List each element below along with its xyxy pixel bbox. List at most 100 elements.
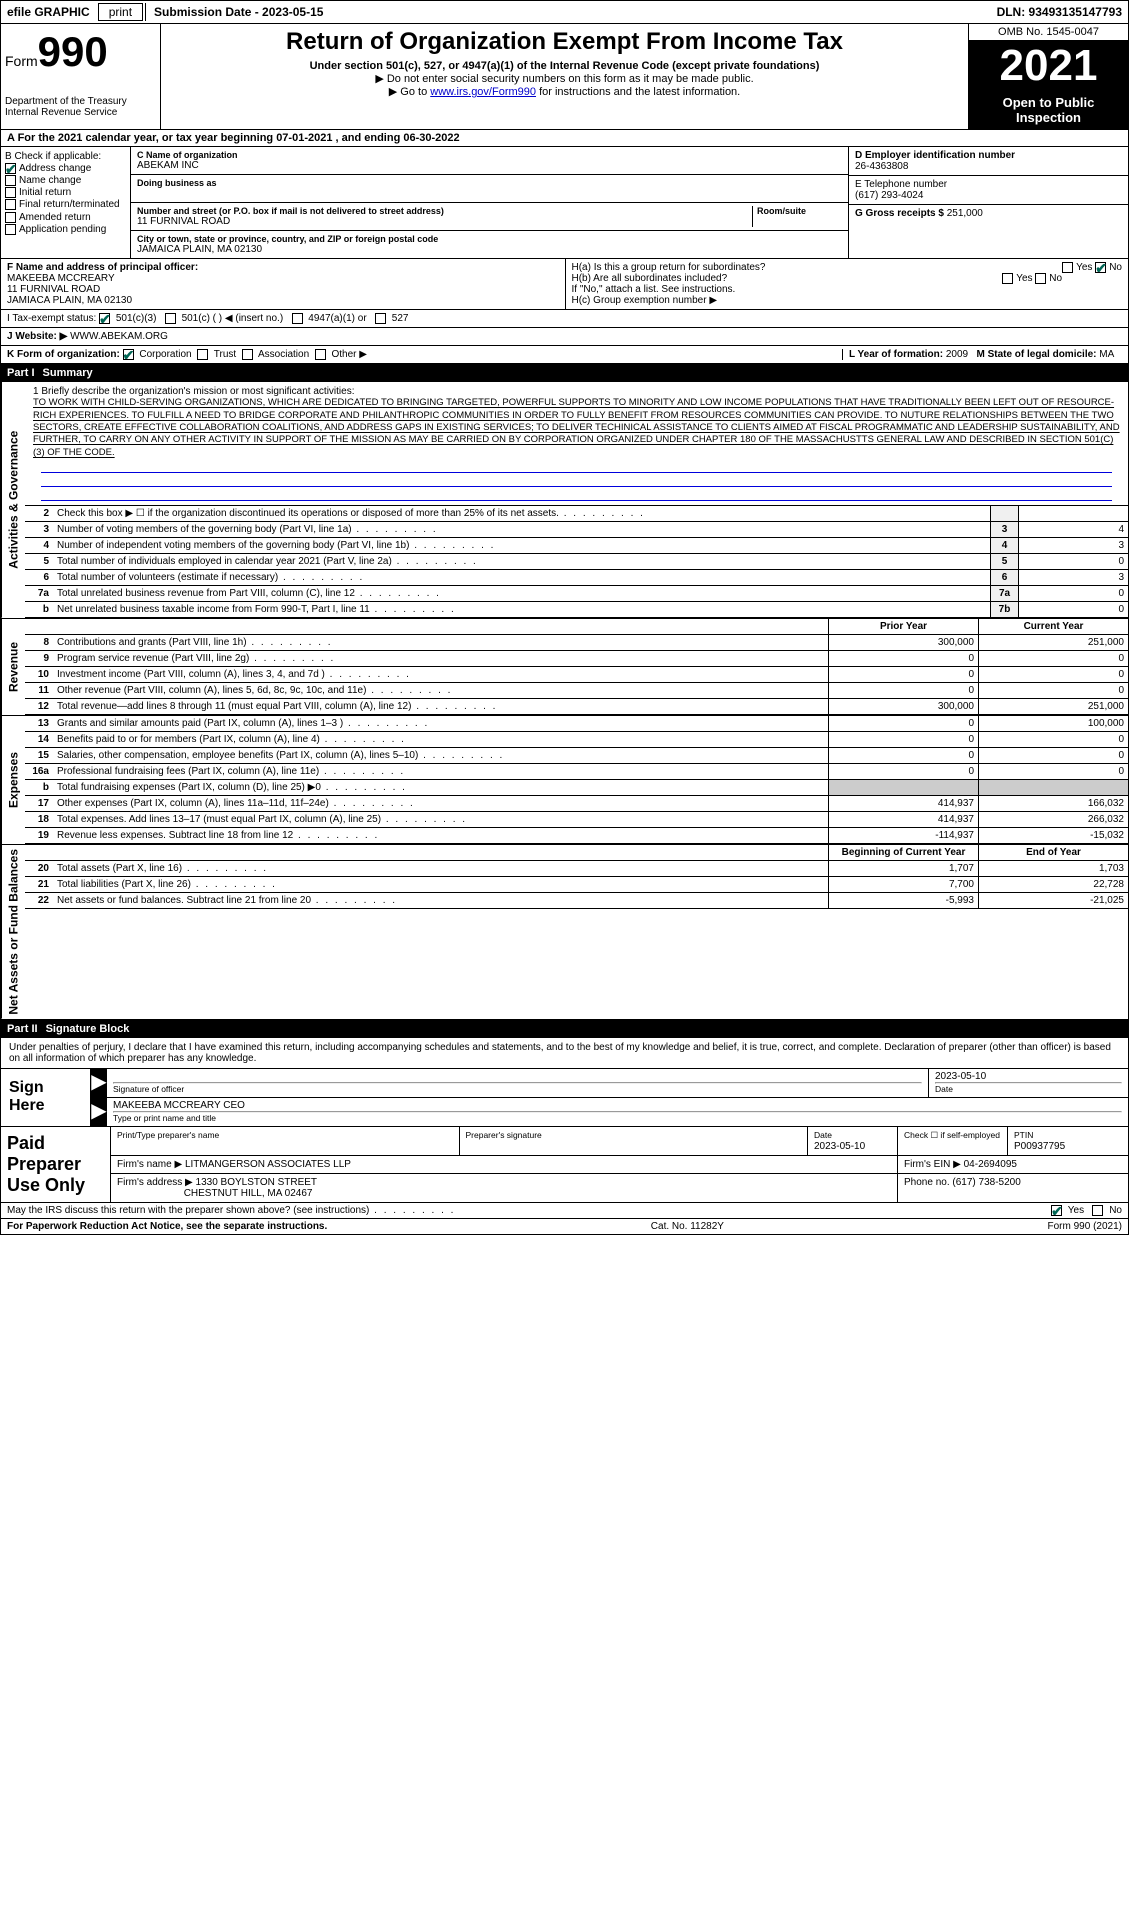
net-header-row: Beginning of Current Year End of Year [25, 845, 1128, 861]
firm-ein: 04-2694095 [964, 1159, 1017, 1170]
ptin-label: PTIN [1014, 1130, 1033, 1140]
revenue-row: 12Total revenue—add lines 8 through 11 (… [25, 699, 1128, 715]
open-public: Open to Public Inspection [969, 91, 1128, 129]
cb-hb-no[interactable] [1035, 273, 1046, 284]
arrow-icon: ▶ [91, 1069, 107, 1097]
print-name-label: Type or print name and title [113, 1113, 216, 1123]
cb-other[interactable] [315, 349, 326, 360]
box-b: B Check if applicable: Address change Na… [1, 147, 131, 258]
current-year-header: Current Year [978, 619, 1128, 634]
footer-center: Cat. No. 11282Y [651, 1221, 724, 1232]
top-bar: efile GRAPHIC print Submission Date - 20… [0, 0, 1129, 24]
cb-initial-return[interactable] [5, 187, 16, 198]
box-d-e-g: D Employer identification number 26-4363… [848, 147, 1128, 258]
cb-corp[interactable] [123, 349, 134, 360]
expense-row: 13Grants and similar amounts paid (Part … [25, 716, 1128, 732]
cb-501c3[interactable] [99, 313, 110, 324]
tax-year: 2021 [969, 41, 1128, 91]
side-governance: Activities & Governance [1, 382, 25, 618]
expense-row: 16aProfessional fundraising fees (Part I… [25, 764, 1128, 780]
cb-4947[interactable] [292, 313, 303, 324]
expenses-section: Expenses 13Grants and similar amounts pa… [0, 716, 1129, 845]
cb-501c[interactable] [165, 313, 176, 324]
gov-row: bNet unrelated business taxable income f… [25, 602, 1128, 618]
form-header: Form990 Department of the Treasury Inter… [0, 24, 1129, 130]
subtitle-1: Under section 501(c), 527, or 4947(a)(1)… [165, 60, 964, 72]
header-left: Form990 Department of the Treasury Inter… [1, 24, 161, 129]
form-number: 990 [38, 28, 108, 75]
officer-addr1: 11 FURNIVAL ROAD [7, 284, 100, 295]
cb-name-change[interactable] [5, 175, 16, 186]
fin-header-row: Prior Year Current Year [25, 619, 1128, 635]
part-ii-header: Part II Signature Block [0, 1020, 1129, 1038]
gross-label: G Gross receipts $ [855, 208, 944, 219]
subtitle-3-post: for instructions and the latest informat… [536, 86, 740, 98]
discuss-question: May the IRS discuss this return with the… [7, 1205, 369, 1216]
net-row: 20Total assets (Part X, line 16)1,7071,7… [25, 861, 1128, 877]
expense-row: 15Salaries, other compensation, employee… [25, 748, 1128, 764]
end-year-header: End of Year [978, 845, 1128, 860]
print-button[interactable]: print [98, 3, 143, 21]
expense-row: 14Benefits paid to or for members (Part … [25, 732, 1128, 748]
side-expenses: Expenses [1, 716, 25, 844]
row-m-label: M State of legal domicile: [976, 349, 1099, 360]
cb-final-return[interactable] [5, 199, 16, 210]
state-domicile: MA [1099, 349, 1114, 360]
phone-label: E Telephone number [855, 179, 947, 190]
cb-hb-yes[interactable] [1002, 273, 1013, 284]
cb-527[interactable] [375, 313, 386, 324]
paid-preparer-label: Paid Preparer Use Only [1, 1127, 111, 1202]
sig-date-label: Date [935, 1084, 953, 1094]
cb-assoc[interactable] [242, 349, 253, 360]
gov-row: 7aTotal unrelated business revenue from … [25, 586, 1128, 602]
revenue-row: 8Contributions and grants (Part VIII, li… [25, 635, 1128, 651]
hb-label: H(b) Are all subordinates included? [572, 273, 728, 284]
year-formation: 2009 [946, 349, 968, 360]
expense-row: bTotal fundraising expenses (Part IX, co… [25, 780, 1128, 796]
side-revenue: Revenue [1, 619, 25, 715]
net-row: 22Net assets or fund balances. Subtract … [25, 893, 1128, 909]
gross-value: 251,000 [947, 208, 983, 219]
firm-ein-label: Firm's EIN ▶ [904, 1159, 961, 1170]
cb-ha-yes[interactable] [1062, 262, 1073, 273]
prep-name-label: Print/Type preparer's name [117, 1130, 219, 1140]
org-name: ABEKAM INC [137, 160, 842, 171]
part-i-num: Part I [7, 367, 43, 379]
cb-discuss-no[interactable] [1092, 1205, 1103, 1216]
prior-year-header: Prior Year [828, 619, 978, 634]
sig-officer-label: Signature of officer [113, 1084, 184, 1094]
revenue-row: 9Program service revenue (Part VIII, lin… [25, 651, 1128, 667]
identity-grid: B Check if applicable: Address change Na… [0, 147, 1129, 259]
side-net-assets: Net Assets or Fund Balances [1, 845, 25, 1019]
cb-app-pending[interactable] [5, 224, 16, 235]
signature-intro: Under penalties of perjury, I declare th… [0, 1038, 1129, 1069]
subtitle-2: ▶ Do not enter social security numbers o… [165, 72, 964, 85]
dba-label: Doing business as [137, 178, 842, 188]
prep-sig-label: Preparer's signature [466, 1130, 542, 1140]
box-f: F Name and address of principal officer:… [1, 259, 565, 309]
org-name-label: C Name of organization [137, 150, 842, 160]
cb-trust[interactable] [197, 349, 208, 360]
cb-address-change[interactable] [5, 163, 16, 174]
dept-label: Department of the Treasury Internal Reve… [5, 96, 156, 118]
row-a-text: A For the 2021 calendar year, or tax yea… [7, 132, 460, 144]
subtitle-3-pre: ▶ Go to [389, 86, 430, 98]
city-state-zip: JAMAICA PLAIN, MA 02130 [137, 244, 842, 255]
sign-here-block: Sign Here ▶ Signature of officer 2023-05… [0, 1069, 1129, 1127]
irs-link[interactable]: www.irs.gov/Form990 [430, 86, 536, 98]
gov-row: 2Check this box ▶ ☐ if the organization … [25, 506, 1128, 522]
part-ii-num: Part II [7, 1023, 46, 1035]
cb-ha-no[interactable] [1095, 262, 1106, 273]
mission-label: 1 Briefly describe the organization's mi… [33, 386, 1120, 397]
row-ijkl: I Tax-exempt status: 501(c)(3) 501(c) ( … [0, 310, 1129, 364]
omb-number: OMB No. 1545-0047 [969, 24, 1128, 41]
firm-addr2: CHESTNUT HILL, MA 02467 [184, 1188, 313, 1199]
prep-date: 2023-05-10 [814, 1141, 865, 1152]
revenue-row: 10Investment income (Part VIII, column (… [25, 667, 1128, 683]
cb-discuss-yes[interactable] [1051, 1205, 1062, 1216]
mission-box: 1 Briefly describe the organization's mi… [25, 382, 1128, 506]
mission-text: TO WORK WITH CHILD-SERVING ORGANIZATIONS… [33, 397, 1120, 459]
phone-value: (617) 293-4024 [855, 190, 923, 201]
row-i-label: I Tax-exempt status: [7, 313, 96, 324]
cb-amended[interactable] [5, 212, 16, 223]
